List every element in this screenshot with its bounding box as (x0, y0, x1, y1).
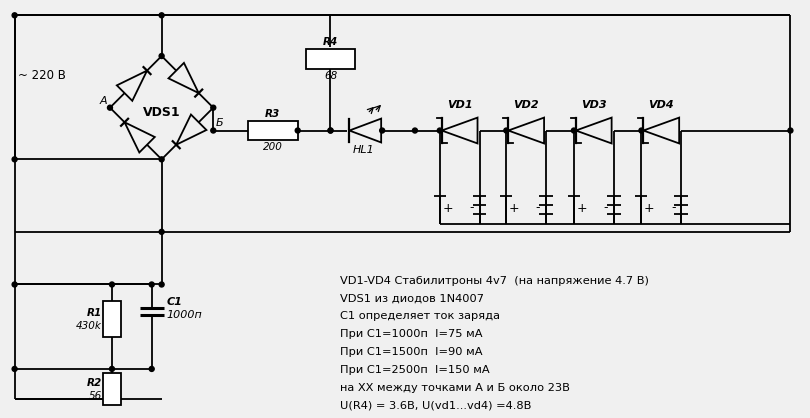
Circle shape (12, 367, 17, 372)
Text: VD1-VD4 Стабилитроны 4v7  (на напряжение 4.7 В): VD1-VD4 Стабилитроны 4v7 (на напряжение … (340, 275, 650, 285)
Text: При С1=2500п  I=150 мА: При С1=2500п I=150 мА (340, 365, 490, 375)
Bar (103, 373, 121, 405)
Circle shape (109, 367, 114, 372)
Text: 200: 200 (263, 143, 283, 153)
Text: 430k: 430k (76, 321, 102, 331)
Circle shape (109, 282, 114, 287)
Text: C1 определяет ток заряда: C1 определяет ток заряда (340, 311, 501, 321)
Circle shape (295, 128, 301, 133)
Text: R4: R4 (323, 37, 338, 47)
Text: При С1=1500п  I=90 мА: При С1=1500п I=90 мА (340, 347, 483, 357)
Text: 68: 68 (324, 71, 337, 81)
Text: -: - (536, 201, 540, 214)
Circle shape (159, 157, 164, 162)
Circle shape (149, 282, 154, 287)
Text: +: + (577, 201, 587, 214)
Text: R2: R2 (87, 378, 102, 388)
Text: на ХХ между точками А и Б около 23В: на ХХ между точками А и Б около 23В (340, 383, 570, 393)
Circle shape (159, 282, 164, 287)
Text: +: + (644, 201, 654, 214)
Bar (103, 301, 121, 337)
Text: -: - (603, 201, 608, 214)
Circle shape (328, 128, 333, 133)
Circle shape (12, 13, 17, 18)
Circle shape (159, 54, 164, 59)
Text: HL1: HL1 (352, 145, 374, 155)
Text: ~ 220 В: ~ 220 В (18, 69, 66, 82)
Circle shape (12, 282, 17, 287)
Text: Б: Б (215, 117, 223, 127)
Text: -: - (469, 201, 474, 214)
Circle shape (159, 13, 164, 18)
Circle shape (571, 128, 577, 133)
Circle shape (412, 128, 417, 133)
Circle shape (380, 128, 385, 133)
Circle shape (211, 128, 215, 133)
Text: R3: R3 (265, 109, 280, 119)
Circle shape (108, 105, 113, 110)
Circle shape (328, 128, 333, 133)
Circle shape (159, 229, 164, 234)
Circle shape (639, 128, 644, 133)
Text: +: + (442, 201, 453, 214)
Circle shape (437, 128, 442, 133)
Text: VD1: VD1 (447, 99, 472, 110)
Text: 1000п: 1000п (167, 310, 202, 320)
Text: VD2: VD2 (514, 99, 539, 110)
Text: VD4: VD4 (649, 99, 674, 110)
Bar (248, 120, 298, 140)
Text: VD3: VD3 (581, 99, 607, 110)
Circle shape (149, 367, 154, 372)
Circle shape (788, 128, 793, 133)
Text: -: - (671, 201, 676, 214)
Text: При С1=1000п  I=75 мА: При С1=1000п I=75 мА (340, 329, 483, 339)
Text: VDS1 из диодов 1N4007: VDS1 из диодов 1N4007 (340, 293, 484, 303)
Text: 56: 56 (89, 391, 102, 401)
Text: U(R4) = 3.6В, U(vd1...vd4) =4.8В: U(R4) = 3.6В, U(vd1...vd4) =4.8В (340, 401, 532, 411)
Text: +: + (509, 201, 519, 214)
Bar (305, 49, 356, 69)
Text: R1: R1 (87, 308, 102, 318)
Circle shape (504, 128, 509, 133)
Text: C1: C1 (167, 297, 182, 307)
Text: VDS1: VDS1 (143, 106, 181, 119)
Circle shape (211, 105, 215, 110)
Text: А: А (100, 96, 107, 106)
Circle shape (12, 157, 17, 162)
